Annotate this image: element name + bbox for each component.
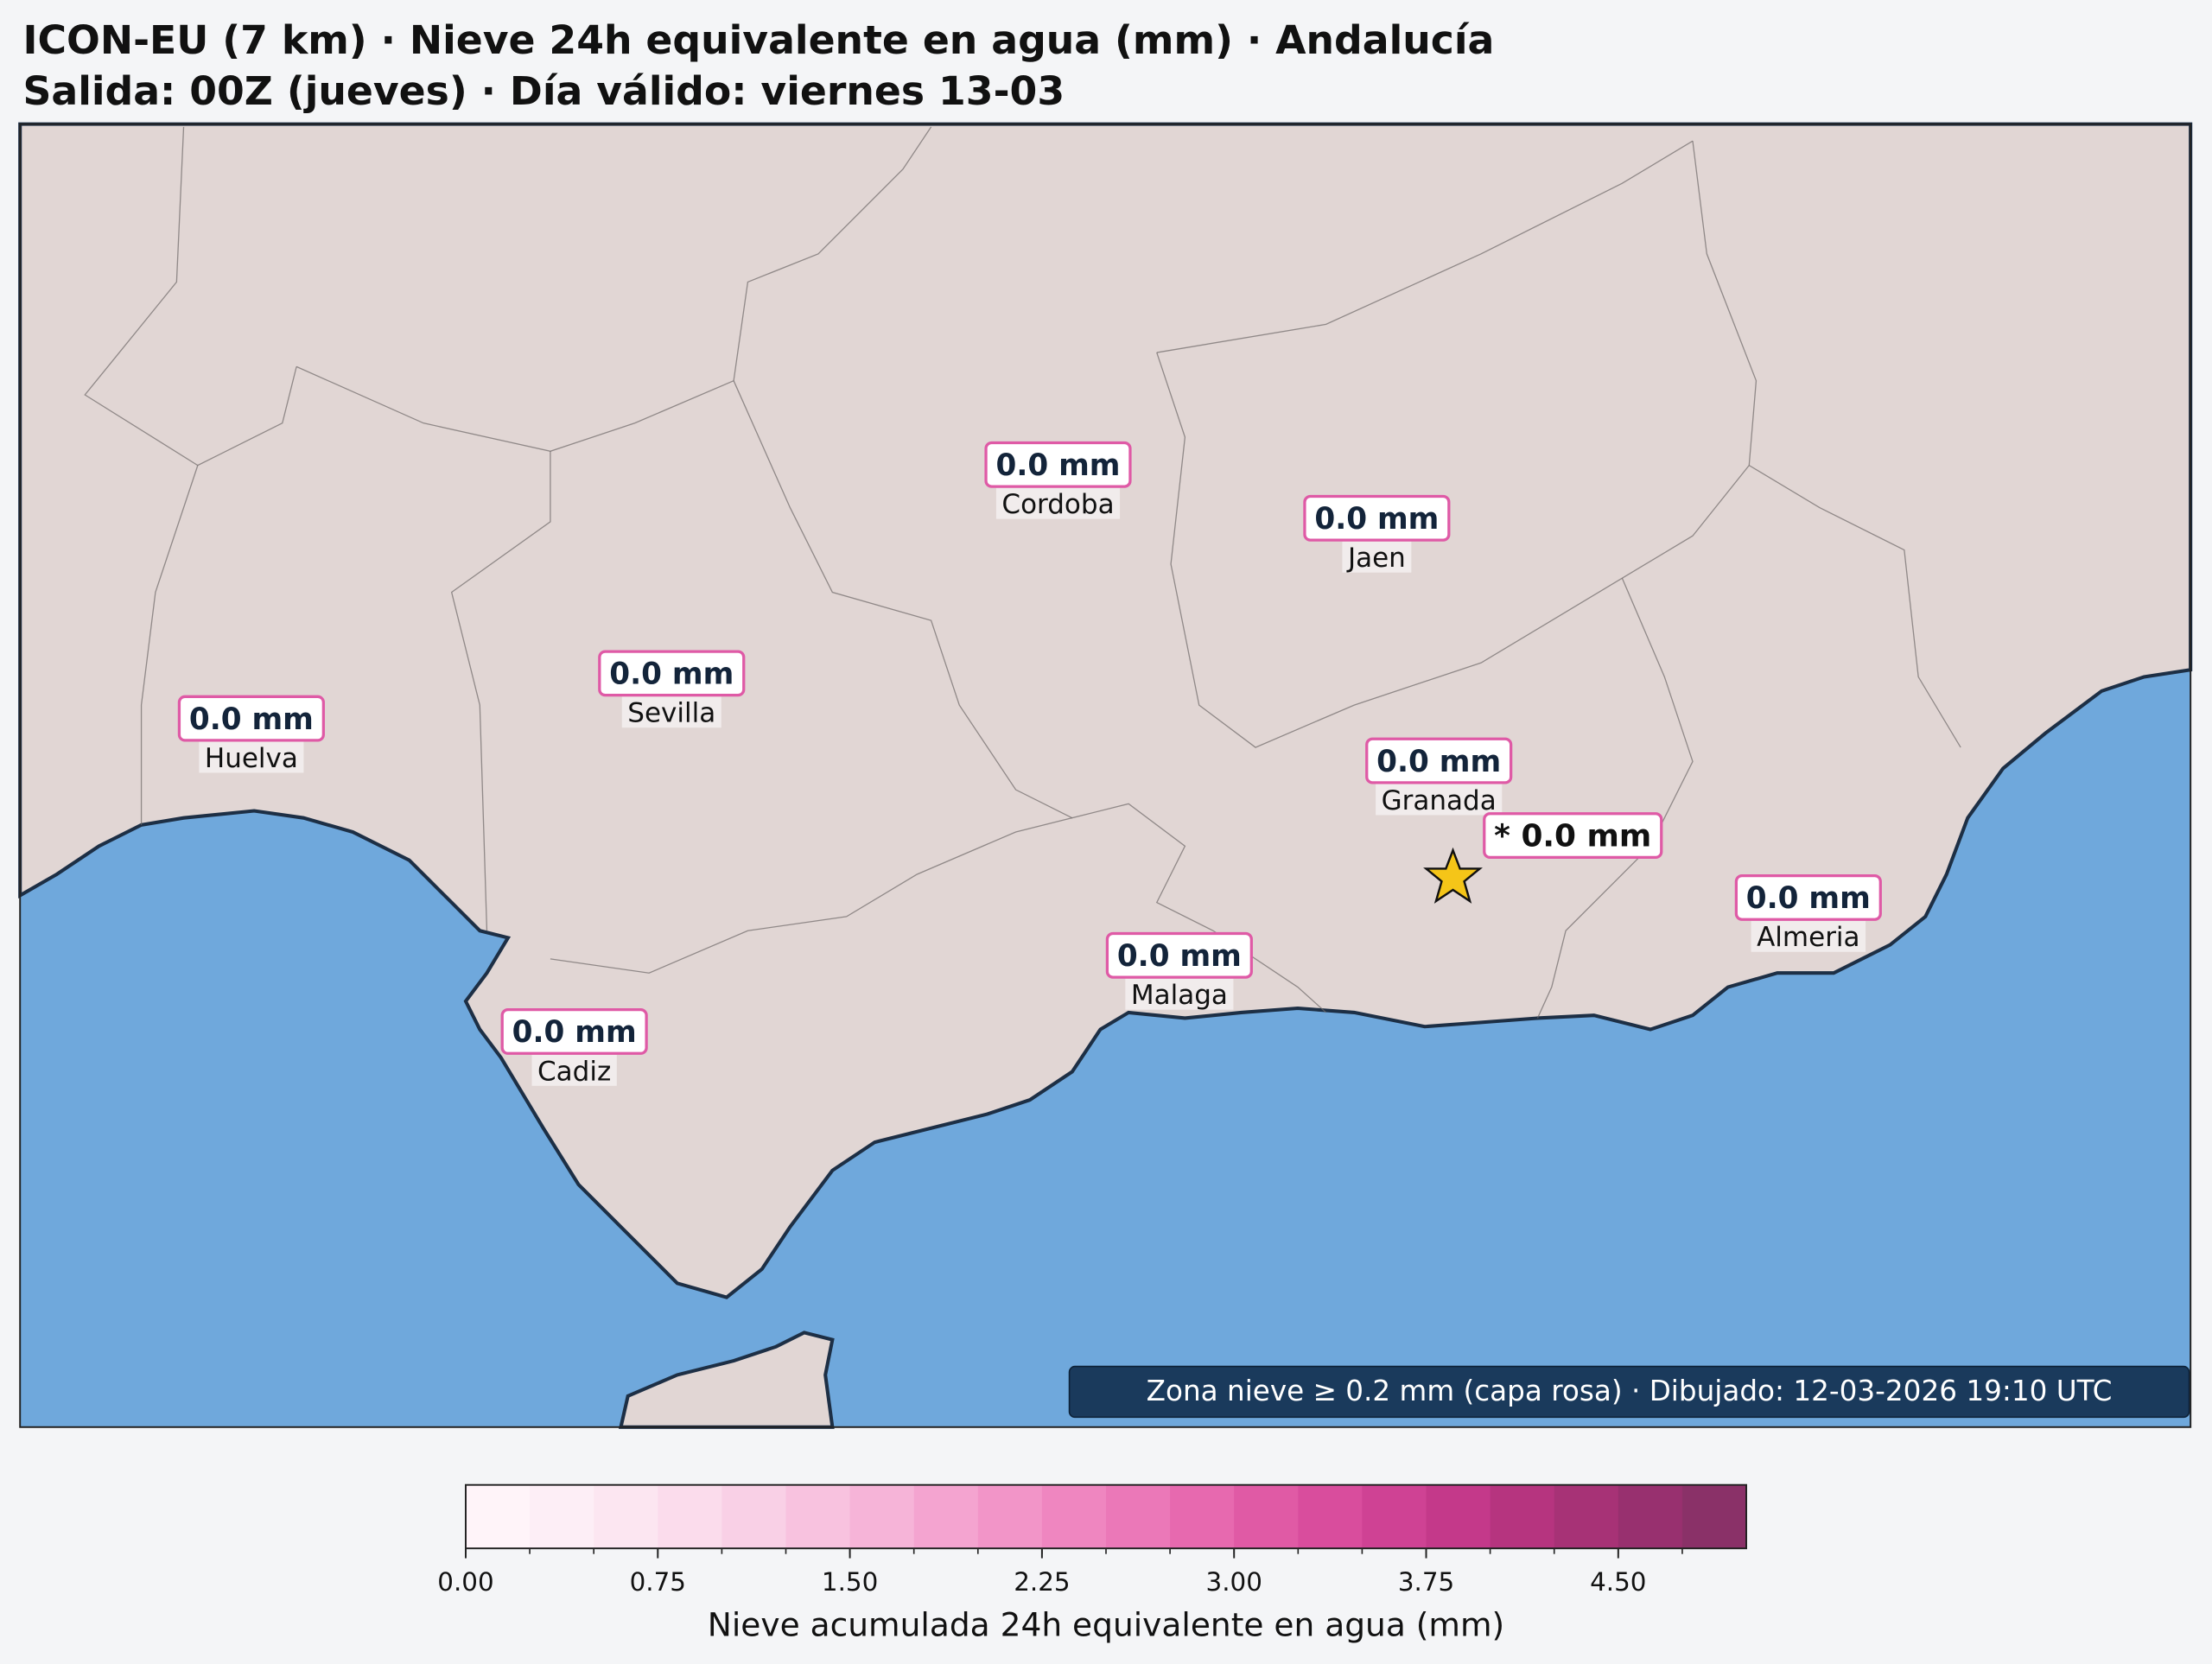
map xyxy=(18,122,2193,1429)
city-name: Sevilla xyxy=(627,698,715,729)
city-name: Jaen xyxy=(1346,543,1406,574)
city-name-bg xyxy=(1751,920,1866,952)
colorbar-tick-label: 3.75 xyxy=(1398,1567,1454,1597)
city-value: 0.0 mm xyxy=(995,448,1120,483)
city-value-box xyxy=(1365,737,1513,784)
city-name-bg xyxy=(199,741,304,773)
city-value: 0.0 mm xyxy=(609,657,734,692)
city-value-box xyxy=(500,1008,648,1055)
city-name: Malaga xyxy=(1131,980,1228,1011)
colorbar-bin xyxy=(785,1484,851,1549)
footer-box xyxy=(1068,1365,2190,1419)
city-name-bg xyxy=(621,696,721,728)
colorbar-bin xyxy=(1234,1484,1300,1549)
colorbar-bin xyxy=(1041,1484,1107,1549)
land xyxy=(18,122,2193,1299)
city-value-box xyxy=(984,441,1132,488)
city-value: 0.0 mm xyxy=(1746,881,1871,916)
colorbar-tick-label: 1.50 xyxy=(822,1567,878,1597)
title: ICON-EU (7 km) · Nieve 24h equivalente e… xyxy=(22,17,1494,63)
colorbar-bin xyxy=(1298,1484,1363,1549)
colorbar-bin xyxy=(977,1484,1043,1549)
footer-text: Zona nieve ≥ 0.2 mm (capa rosa) · Dibuja… xyxy=(1147,1375,2113,1407)
colorbar-bin xyxy=(594,1484,659,1549)
colorbar-bin xyxy=(1554,1484,1619,1549)
peak-value-box xyxy=(1483,812,1663,860)
colorbar-label: Nieve acumulada 24h equivalente en agua … xyxy=(708,1605,1504,1643)
city-value: 0.0 mm xyxy=(1376,745,1501,779)
colorbar-bin xyxy=(1426,1484,1491,1549)
city-name: Cordoba xyxy=(1001,489,1114,520)
peak xyxy=(1423,847,1483,904)
city-name-bg xyxy=(1376,784,1503,816)
city-name-bg xyxy=(1125,978,1234,1010)
colorbar: 0.00 0.75 1.50 2.25 3.00 3.75 4.50 Nieve acumul… xyxy=(437,1483,1747,1643)
peak-star xyxy=(1423,847,1483,904)
peak-value: * 0.0 mm xyxy=(1494,818,1651,854)
colorbar-bin xyxy=(1490,1484,1555,1549)
city-name-bg xyxy=(995,487,1121,519)
colorbar-bin xyxy=(530,1484,594,1549)
city-value-box xyxy=(1303,494,1451,542)
city-value: 0.0 mm xyxy=(189,702,314,737)
colorbar-tick-label: 0.75 xyxy=(630,1567,686,1597)
city-labels: Cordoba 0.0 mm Jaen 0.0 mm Sevilla 0.0 mm Huel… xyxy=(177,441,1882,1087)
colorbar-bin xyxy=(849,1484,915,1549)
africa-land xyxy=(618,1331,835,1429)
city-value-box xyxy=(177,695,325,742)
city-name: Granada xyxy=(1382,785,1497,816)
colorbar-tick-label: 3.00 xyxy=(1206,1567,1262,1597)
city-name: Huelva xyxy=(205,743,298,774)
colorbar-bin xyxy=(1681,1484,1747,1549)
city-value-box xyxy=(1734,873,1882,921)
colorbar-frame xyxy=(465,1483,1747,1550)
colorbar-tick-label: 2.25 xyxy=(1014,1567,1070,1597)
subtitle: Salida: 00Z (jueves) · Día válido: viern… xyxy=(22,68,1065,114)
colorbar-bin xyxy=(1618,1484,1683,1549)
city-value: 0.0 mm xyxy=(1117,939,1242,974)
city-value: 0.0 mm xyxy=(512,1015,637,1050)
colorbar-bin xyxy=(721,1484,787,1549)
city-name-bg xyxy=(531,1054,617,1086)
colorbar-tick-label: 4.50 xyxy=(1590,1567,1646,1597)
colorbar-bin xyxy=(1170,1484,1236,1549)
colorbar-bin xyxy=(465,1484,531,1549)
colorbar-tick-label: 0.00 xyxy=(437,1567,493,1597)
colorbar-bin xyxy=(658,1484,723,1549)
colorbar-bin xyxy=(1362,1484,1427,1549)
city-name: Almeria xyxy=(1757,922,1859,953)
colorbar-bin xyxy=(1106,1484,1171,1549)
city-name: Cadiz xyxy=(537,1056,611,1087)
city-value-box xyxy=(1105,931,1253,979)
city-value-box xyxy=(598,650,746,697)
colorbar-bin xyxy=(913,1484,979,1549)
map-frame xyxy=(19,123,2192,1428)
city-value: 0.0 mm xyxy=(1314,502,1439,537)
city-name-bg xyxy=(1342,541,1412,573)
